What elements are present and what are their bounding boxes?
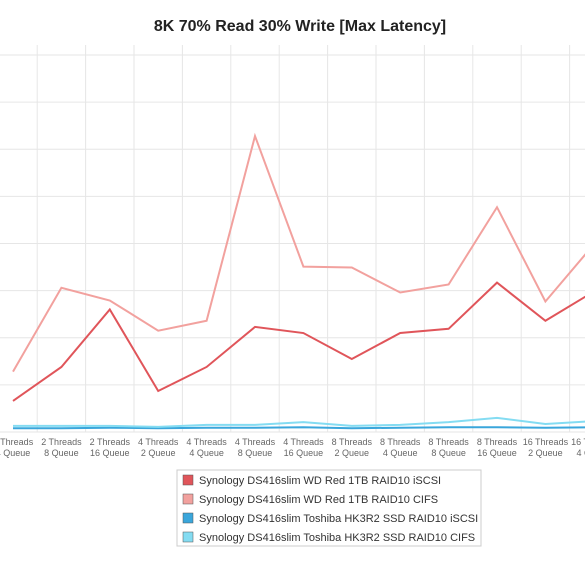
legend-swatch [182, 493, 194, 505]
x-tick-label: 8 Threads [477, 437, 518, 447]
series-line [12, 281, 585, 402]
x-tick-label: 2 Threads [0, 437, 34, 447]
series-line [13, 426, 585, 430]
x-tick-label: 2 Queue [141, 448, 176, 458]
x-tick-label: 16 Threads [523, 437, 569, 447]
x-tick-label: 4 Queue [0, 448, 30, 458]
legend-swatch [182, 531, 194, 543]
x-tick-label: 8 Threads [332, 437, 373, 447]
x-tick-label: 4 Threads [138, 437, 179, 447]
x-tick-label: 8 Threads [428, 437, 469, 447]
x-tick-label: 4 Threads [283, 437, 324, 447]
x-tick-label: 16 Queue [284, 448, 324, 458]
series-line [13, 416, 585, 428]
x-tick-label: 16 Threads [571, 437, 585, 447]
legend-box [176, 469, 482, 547]
x-tick-label: 16 Queue [477, 448, 517, 458]
x-tick-label: 2 Threads [90, 437, 131, 447]
x-tick-label: 8 Queue [238, 448, 273, 458]
x-tick-label: 4 Threads [186, 437, 227, 447]
legend-label: Synology DS416slim WD Red 1TB RAID10 iSC… [199, 475, 441, 487]
x-tick-label: 4 Queue [383, 448, 418, 458]
legend-label: Synology DS416slim Toshiba HK3R2 SSD RAI… [199, 513, 478, 525]
x-tick-label: 8 Queue [44, 448, 79, 458]
x-tick-label: 4 Queue [577, 448, 585, 458]
legend-label: Synology DS416slim WD Red 1TB RAID10 CIF… [199, 494, 438, 506]
x-tick-label: 16 Queue [90, 448, 130, 458]
x-tick-label: 8 Queue [431, 448, 466, 458]
legend-swatch [182, 474, 194, 486]
x-tick-label: 4 Threads [235, 437, 276, 447]
x-tick-label: 2 Queue [528, 448, 563, 458]
x-tick-label: 4 Queue [189, 448, 224, 458]
legend-label: Synology DS416slim Toshiba HK3R2 SSD RAI… [199, 532, 475, 544]
series-line [12, 132, 585, 373]
x-tick-label: 2 Threads [41, 437, 82, 447]
legend-swatch [182, 512, 194, 524]
x-tick-label: 8 Threads [380, 437, 421, 447]
chart-title: 8K 70% Read 30% Write [Max Latency] [154, 18, 446, 35]
x-tick-label: 2 Queue [335, 448, 370, 458]
